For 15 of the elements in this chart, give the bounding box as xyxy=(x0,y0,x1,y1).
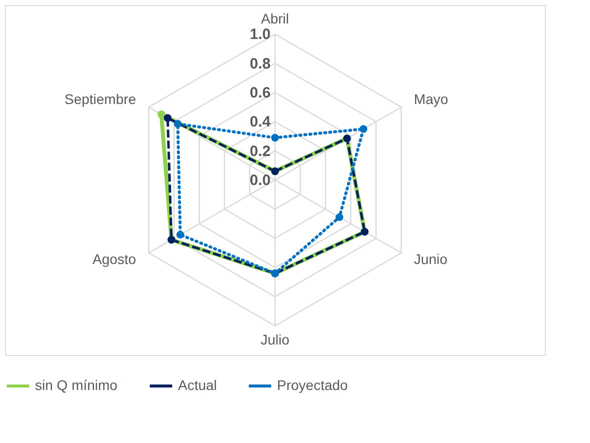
y-tick-label: 0.2 xyxy=(250,142,271,160)
y-tick-label: 0.4 xyxy=(250,114,272,131)
spoke-label: Junio xyxy=(414,251,448,268)
spoke-label: Julio xyxy=(260,331,290,348)
legend-label: sin Q mínimo xyxy=(35,377,118,393)
y-tick-label: 0.0 xyxy=(250,172,271,189)
legend-label: Actual xyxy=(178,377,217,393)
legend-label: Proyectado xyxy=(277,377,348,393)
y-tick-label: 1.0 xyxy=(250,26,271,44)
spoke-label: Septiembre xyxy=(64,90,136,107)
y-tick-label: 0.8 xyxy=(250,55,271,72)
spoke-label: Mayo xyxy=(414,90,448,107)
y-tick-label: 0.6 xyxy=(250,84,271,102)
spoke-label: Agosto xyxy=(92,251,136,268)
spoke-label: Abril xyxy=(260,10,290,27)
